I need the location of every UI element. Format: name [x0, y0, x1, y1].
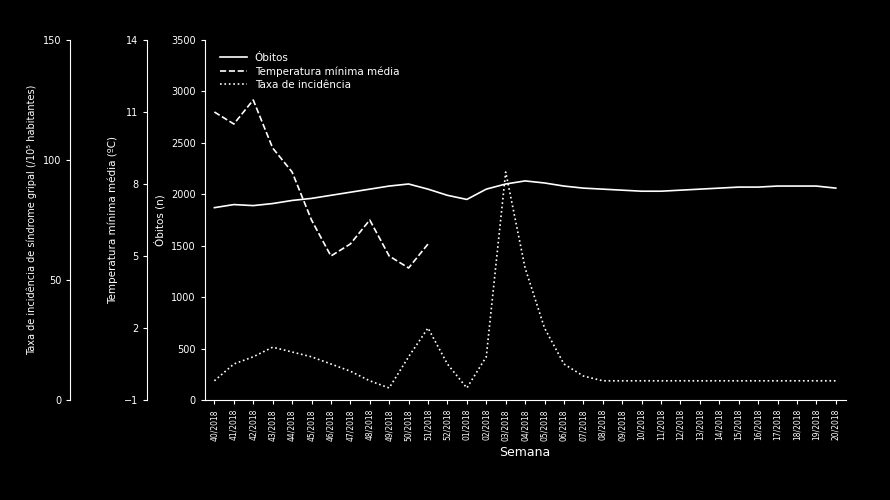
Legend: Óbitos, Temperatura mínima média, Taxa de incidência: Óbitos, Temperatura mínima média, Taxa d… — [216, 49, 403, 94]
Y-axis label: Taxa de incidência de síndrome gripal (/10⁵ habitantes): Taxa de incidência de síndrome gripal (/… — [27, 85, 37, 355]
X-axis label: Semana: Semana — [499, 446, 551, 459]
Y-axis label: Óbitos (n): Óbitos (n) — [154, 194, 166, 246]
Y-axis label: Temperatura mínima média (ºC): Temperatura mínima média (ºC) — [108, 136, 118, 304]
